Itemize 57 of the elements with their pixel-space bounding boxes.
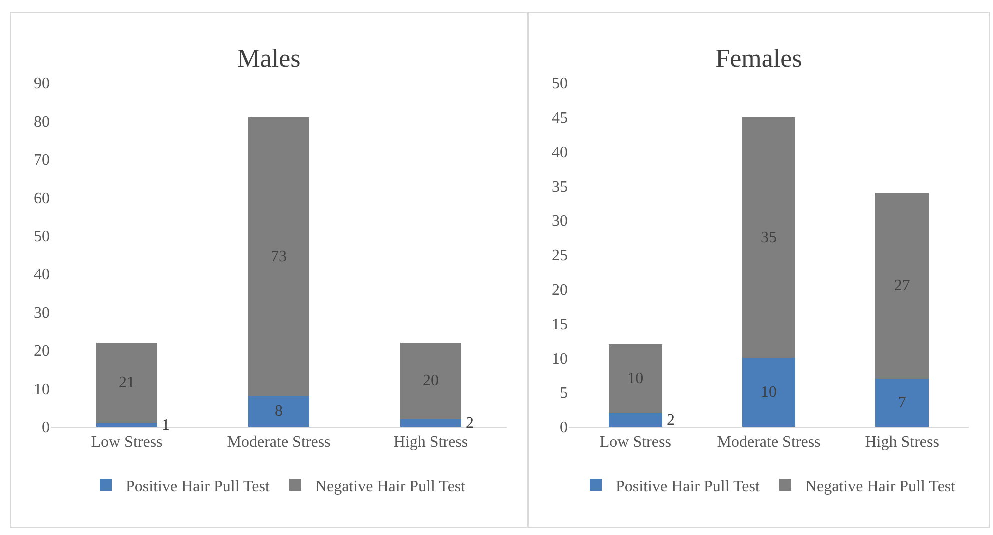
bar — [609, 413, 662, 427]
x-tick-label: Moderate Stress — [717, 434, 821, 452]
bar — [876, 193, 929, 379]
y-tick-label: 10 — [34, 381, 50, 398]
y-tick-label: 40 — [34, 266, 50, 284]
y-tick-label: 35 — [552, 178, 568, 196]
data-label: 7 — [898, 394, 906, 412]
y-tick-label: 20 — [552, 282, 568, 299]
bar — [742, 117, 796, 358]
bar — [248, 396, 310, 427]
x-tick-label: Moderate Stress — [227, 434, 331, 452]
data-label: 10 — [628, 370, 644, 388]
data-label: 2 — [667, 412, 675, 429]
bar — [742, 358, 796, 427]
y-tick-label: 90 — [34, 76, 50, 93]
data-label: 27 — [894, 277, 910, 294]
chart-title: Females — [716, 44, 802, 74]
y-tick-label: 40 — [552, 144, 568, 162]
data-label: 1 — [162, 417, 170, 434]
legend-label: Negative Hair Pull Test — [805, 478, 956, 496]
bar — [400, 419, 462, 427]
y-tick-label: 25 — [552, 248, 568, 265]
y-tick-label: 0 — [560, 420, 568, 437]
data-label: 73 — [271, 248, 287, 266]
chart-title: Males — [237, 44, 301, 74]
data-label: 8 — [275, 403, 283, 420]
y-tick-label: 30 — [34, 304, 50, 322]
y-tick-label: 30 — [552, 213, 568, 230]
y-tick-label: 50 — [34, 228, 50, 246]
y-tick-label: 10 — [552, 350, 568, 368]
bar — [96, 423, 158, 427]
data-label: 2 — [466, 415, 474, 432]
legend-label: Positive Hair Pull Test — [126, 478, 270, 496]
y-tick-label: 0 — [42, 420, 50, 437]
y-tick-label: 15 — [552, 316, 568, 334]
x-tick-label: High Stress — [394, 434, 468, 452]
bar — [609, 344, 662, 414]
y-tick-label: 80 — [34, 114, 50, 131]
y-tick-label: 70 — [34, 152, 50, 170]
legend-label: Negative Hair Pull Test — [315, 478, 466, 496]
y-tick-label: 45 — [552, 110, 568, 127]
x-tick-label: Low Stress — [91, 434, 163, 452]
x-tick-label: High Stress — [865, 434, 940, 452]
y-tick-label: 5 — [560, 385, 568, 402]
bar — [400, 342, 462, 420]
data-label: 21 — [119, 374, 135, 392]
y-tick-label: 50 — [552, 76, 568, 93]
bar — [96, 342, 158, 424]
bar — [876, 378, 929, 427]
y-tick-label: 60 — [34, 190, 50, 208]
legend-label: Positive Hair Pull Test — [616, 478, 760, 496]
data-label: 35 — [761, 229, 777, 246]
x-tick-label: Low Stress — [600, 434, 672, 452]
data-label: 10 — [761, 384, 777, 402]
bar — [248, 117, 310, 396]
y-tick-label: 20 — [34, 343, 50, 360]
data-label: 20 — [423, 372, 439, 390]
